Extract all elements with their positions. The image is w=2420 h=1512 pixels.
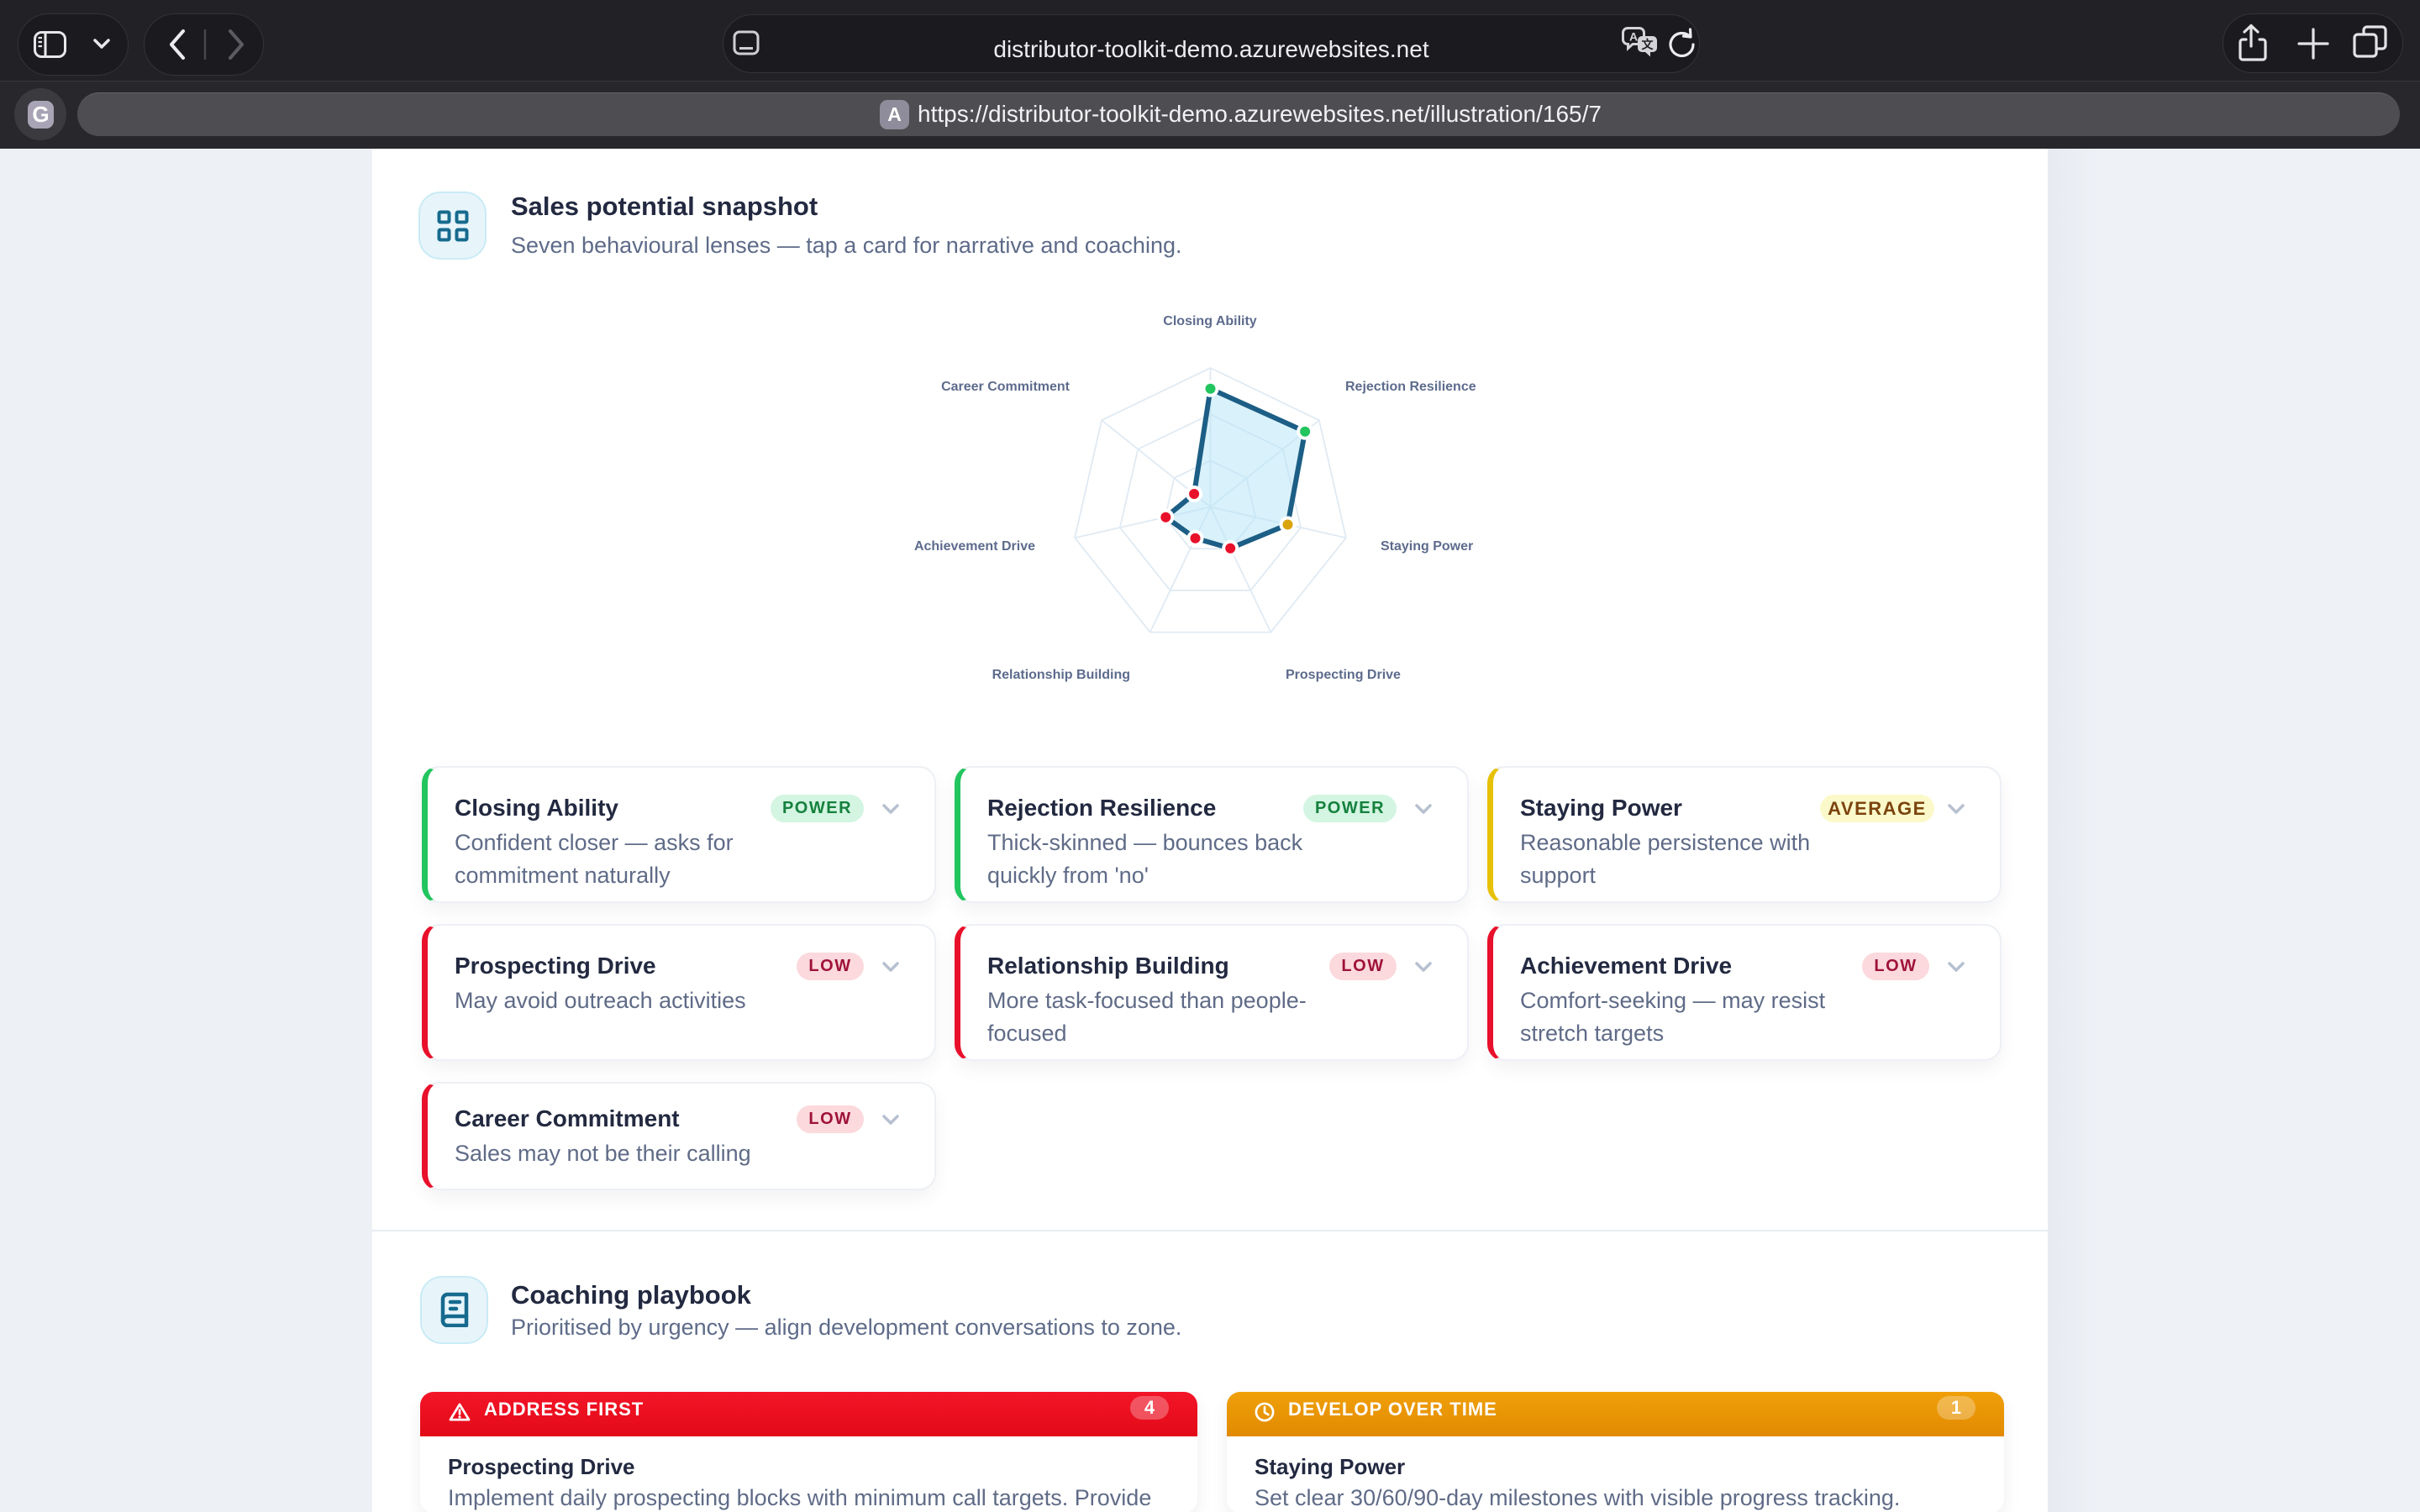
svg-text:文: 文: [1642, 38, 1655, 51]
svg-text:A: A: [1629, 30, 1638, 44]
